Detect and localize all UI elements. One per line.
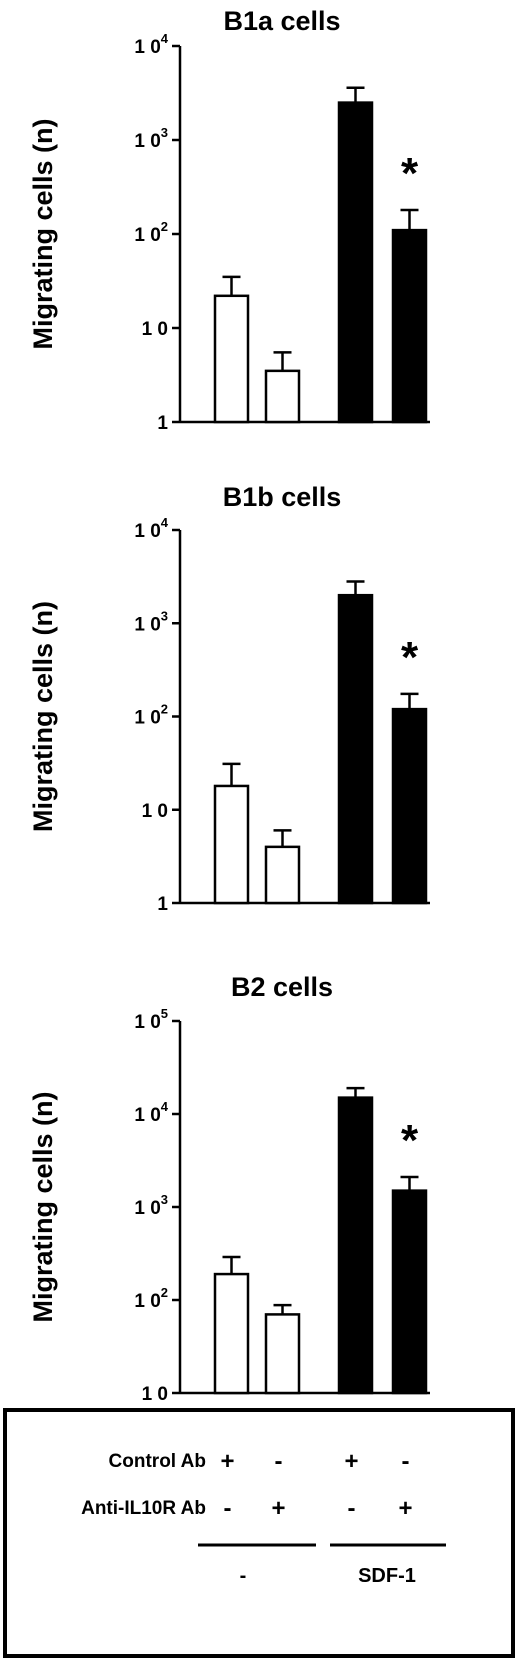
condition-sign: - <box>402 1448 410 1475</box>
y-tick-label-base: 1 0 <box>134 614 160 635</box>
bar-1 <box>213 1272 250 1395</box>
bar-1 <box>213 784 250 905</box>
significance-asterisk: * <box>401 1116 419 1165</box>
y-tick-label: 1 02 <box>134 1285 168 1312</box>
y-tick-label-base: 1 0 <box>134 1291 160 1312</box>
significance-asterisk: * <box>401 633 419 682</box>
bar-2 <box>264 845 301 905</box>
y-tick-label: 1 <box>157 894 168 915</box>
y-tick-label-base: 1 0 <box>134 521 160 542</box>
bar-3 <box>337 1096 374 1395</box>
y-tick-label: 1 0 <box>142 801 168 822</box>
condition-sign: + <box>398 1495 412 1522</box>
y-tick-label-base: 1 0 <box>134 225 160 246</box>
y-tick-label-exponent: 4 <box>161 1099 169 1114</box>
y-tick-label-exponent: 2 <box>161 219 168 234</box>
y-tick-label-exponent: 3 <box>161 608 168 623</box>
y-tick-label: 1 02 <box>134 702 168 729</box>
condition-row-label: Control Ab <box>109 1451 206 1472</box>
bar-4 <box>391 228 428 424</box>
y-axis-label: Migrating cells (n) <box>28 601 58 832</box>
y-tick-label-exponent: 5 <box>161 1006 168 1021</box>
y-tick-label-base: 1 0 <box>134 37 160 58</box>
chart-title: B1a cells <box>223 6 340 36</box>
bar-2 <box>264 1313 301 1395</box>
y-tick-label-base: 1 0 <box>134 708 160 729</box>
y-tick-label: 1 03 <box>134 608 168 635</box>
condition-sign: + <box>271 1495 285 1522</box>
conditions-box <box>3 1408 515 1658</box>
y-tick-label: 1 0 <box>142 1384 168 1405</box>
y-tick-label: 1 03 <box>134 1192 168 1219</box>
condition-sign: + <box>220 1448 234 1475</box>
y-tick-label-exponent: 4 <box>161 31 169 46</box>
bar-3 <box>337 593 374 905</box>
y-tick-label: 1 0 <box>142 319 168 340</box>
y-tick-label-base: 1 0 <box>134 1105 160 1126</box>
bar-2 <box>264 369 301 424</box>
conditions-table: Control Ab + - + -Anti-IL10R Ab - + - +- SDF-1 <box>3 1408 515 1658</box>
y-tick-label-exponent: 3 <box>161 1192 168 1207</box>
y-tick-label: 1 04 <box>134 31 168 58</box>
y-tick-label: 1 03 <box>134 125 168 152</box>
condition-sign: + <box>344 1448 358 1475</box>
group-label-control: - <box>240 1565 247 1587</box>
chart-title: B1b cells <box>223 482 342 512</box>
y-tick-label: 1 <box>157 413 168 434</box>
y-tick-label-base: 1 0 <box>134 131 160 152</box>
chart-title: B2 cells <box>231 972 333 1002</box>
bar-4 <box>391 707 428 905</box>
condition-row-label: Anti-IL10R Ab <box>81 1498 206 1519</box>
condition-sign: - <box>348 1495 356 1522</box>
condition-sign: - <box>275 1448 283 1475</box>
significance-asterisk: * <box>401 149 419 198</box>
condition-sign: - <box>224 1495 232 1522</box>
bar-4 <box>391 1189 428 1395</box>
group-label-sdf1: SDF-1 <box>358 1565 416 1587</box>
bar-3 <box>337 101 374 424</box>
y-tick-label-base: 1 0 <box>134 1012 160 1033</box>
y-axis-label: Migrating cells (n) <box>28 1091 58 1322</box>
y-tick-label: 1 02 <box>134 219 168 246</box>
y-tick-label-base: 1 0 <box>134 1198 160 1219</box>
y-tick-label-exponent: 2 <box>161 702 168 717</box>
bar-1 <box>213 294 250 424</box>
y-tick-label-exponent: 2 <box>161 1285 168 1300</box>
y-axis-label: Migrating cells (n) <box>28 118 58 349</box>
y-tick-label: 1 04 <box>134 1099 168 1126</box>
y-tick-label: 1 04 <box>134 515 168 542</box>
y-tick-label-exponent: 3 <box>161 125 168 140</box>
y-tick-label-exponent: 4 <box>161 515 169 530</box>
y-tick-label: 1 05 <box>134 1006 168 1033</box>
